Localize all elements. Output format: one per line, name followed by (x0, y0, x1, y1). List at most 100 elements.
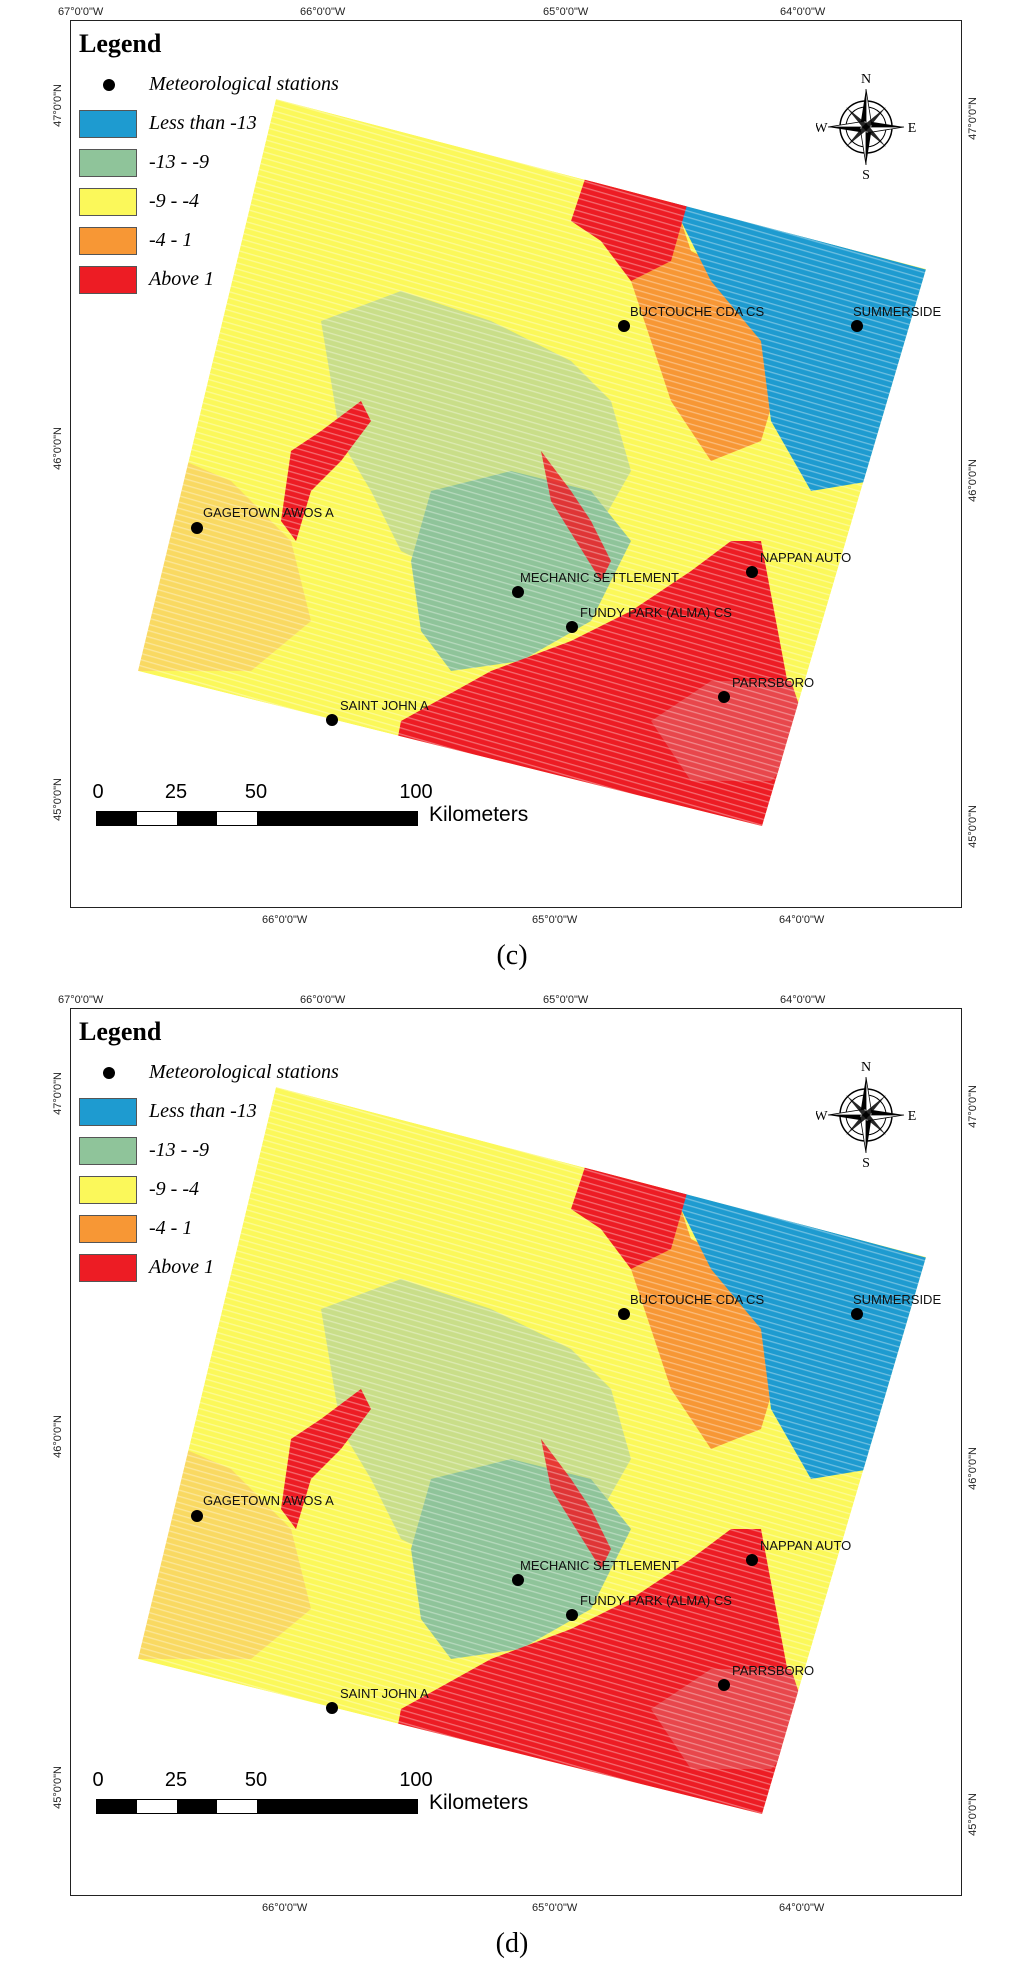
top-tick-3: 64°0'0"W (780, 6, 826, 18)
legend: Legend Meteorological stations Less than… (79, 1017, 339, 1287)
legend-swatch-3 (79, 226, 137, 255)
legend-item-0: Less than -13 (79, 104, 339, 143)
panel-caption: (d) (495, 1928, 529, 1959)
station-dot (746, 566, 758, 578)
station-label: SAINT JOHN A (340, 698, 429, 713)
scale-label-3: 100 (399, 1769, 433, 1791)
legend-label-1: -13 - -9 (149, 151, 209, 173)
bottom-tick-0: 66°0'0"W (262, 914, 308, 926)
scale-bar-segments (96, 811, 418, 826)
station-dot (512, 1574, 524, 1586)
legend-item-1: -13 - -9 (79, 143, 339, 182)
compass-w: W (816, 1109, 828, 1124)
legend-label-3: -4 - 1 (149, 229, 193, 251)
left-tick-1: 46°0'0"N (52, 427, 64, 470)
scale-label-3: 100 (399, 781, 433, 803)
station-label: GAGETOWN AWOS A (203, 505, 334, 520)
legend-title: Legend (79, 29, 162, 58)
station-label: PARRSBORO (732, 675, 815, 690)
scale-label-0: 0 (92, 781, 104, 803)
legend-swatch-1 (79, 1136, 137, 1165)
station-label: FUNDY PARK (ALMA) CS (580, 1593, 732, 1608)
top-tick-0: 67°0'0"W (58, 6, 104, 18)
legend-item-3: -4 - 1 (79, 1209, 339, 1248)
right-tick-0: 47°0'0"N (967, 97, 979, 140)
raster-map (138, 99, 926, 826)
legend-item-stations: Meteorological stations (79, 1053, 339, 1092)
legend-label-2: -9 - -4 (149, 1178, 199, 1200)
scale-bar: 0 25 50 100 Kilometers (92, 1769, 536, 1839)
top-tick-3: 64°0'0"W (780, 994, 826, 1006)
top-tick-2: 65°0'0"W (543, 6, 589, 18)
compass-s: S (862, 168, 870, 181)
legend-swatch-4 (79, 265, 137, 294)
scale-label-1: 25 (164, 781, 188, 803)
legend: Legend Meteorological stations Less than… (79, 29, 339, 299)
station-dot (851, 1308, 863, 1320)
legend-item-2: -9 - -4 (79, 182, 339, 221)
bottom-tick-1: 65°0'0"W (532, 1902, 578, 1914)
scale-bar-segments (96, 1799, 418, 1814)
station-label: BUCTOUCHE CDA CS (630, 304, 765, 319)
right-tick-1: 46°0'0"N (967, 1447, 979, 1490)
legend-label-4: Above 1 (149, 1256, 214, 1278)
legend-swatch-4 (79, 1253, 137, 1282)
compass-s: S (862, 1156, 870, 1169)
legend-swatch-3 (79, 1214, 137, 1243)
right-tick-2: 45°0'0"N (967, 1793, 979, 1836)
legend-swatch-0 (79, 109, 137, 138)
station-dot (326, 714, 338, 726)
station-dot (566, 1609, 578, 1621)
legend-label-4: Above 1 (149, 268, 214, 290)
legend-item-0: Less than -13 (79, 1092, 339, 1131)
right-tick-2: 45°0'0"N (967, 805, 979, 848)
bottom-tick-2: 64°0'0"W (779, 914, 825, 926)
legend-label-0: Less than -13 (149, 1100, 257, 1122)
map-panel-d: 67°0'0"W 66°0'0"W 65°0'0"W 64°0'0"W 66°0… (0, 988, 1024, 1978)
legend-label-2: -9 - -4 (149, 190, 199, 212)
station-label: FUNDY PARK (ALMA) CS (580, 605, 732, 620)
compass-n: N (861, 72, 871, 87)
legend-title: Legend (79, 1017, 162, 1046)
top-tick-2: 65°0'0"W (543, 994, 589, 1006)
station-dot (326, 1702, 338, 1714)
scale-label-0: 0 (92, 1769, 104, 1791)
legend-swatch-1 (79, 148, 137, 177)
left-tick-2: 45°0'0"N (52, 778, 64, 821)
station-marker-icon (103, 1066, 115, 1079)
legend-label-1: -13 - -9 (149, 1139, 209, 1161)
station-label: GAGETOWN AWOS A (203, 1493, 334, 1508)
scale-bar: 0 25 50 100 Kilometers (92, 781, 536, 851)
station-dot (191, 522, 203, 534)
scale-label-2: 50 (244, 781, 268, 803)
legend-swatch-2 (79, 1175, 137, 1204)
right-tick-0: 47°0'0"N (967, 1085, 979, 1128)
station-label: NAPPAN AUTO (760, 1538, 852, 1553)
bottom-tick-0: 66°0'0"W (262, 1902, 308, 1914)
station-dot (618, 1308, 630, 1320)
map-frame: Legend Meteorological stations Less than… (70, 20, 962, 908)
station-dot (191, 1510, 203, 1522)
legend-label-stations: Meteorological stations (149, 73, 339, 95)
right-tick-1: 46°0'0"N (967, 459, 979, 502)
station-dot (618, 320, 630, 332)
map-panel-c: 67°0'0"W 66°0'0"W 65°0'0"W 64°0'0"W 66°0… (52, 6, 979, 971)
compass-e: E (908, 1109, 916, 1124)
bottom-tick-2: 64°0'0"W (779, 1902, 825, 1914)
bottom-tick-1: 65°0'0"W (532, 914, 578, 926)
panel-caption: (c) (496, 940, 528, 971)
top-tick-1: 66°0'0"W (300, 6, 346, 18)
compass-e: E (908, 121, 916, 136)
legend-label-3: -4 - 1 (149, 1217, 193, 1239)
compass-w: W (816, 121, 828, 136)
legend-item-3: -4 - 1 (79, 221, 339, 260)
top-tick-1: 66°0'0"W (300, 994, 346, 1006)
station-dot (566, 621, 578, 633)
station-marker-icon (103, 78, 115, 91)
left-tick-0: 47°0'0"N (52, 84, 64, 127)
station-label: PARRSBORO (732, 1663, 815, 1678)
station-label: SUMMERSIDE (853, 1292, 942, 1307)
station-dot (718, 691, 730, 703)
station-dot (718, 1679, 730, 1691)
scale-label-1: 25 (164, 1769, 188, 1791)
